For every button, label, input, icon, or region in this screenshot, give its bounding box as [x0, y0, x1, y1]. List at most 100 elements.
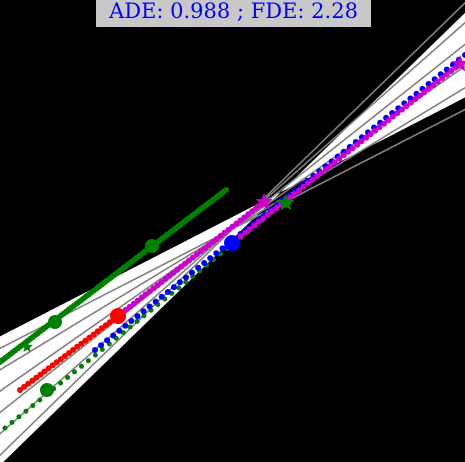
trajectory-point — [223, 187, 229, 193]
trajectory-point — [66, 350, 72, 356]
trajectory-point — [122, 322, 129, 329]
trajectory-point — [176, 279, 183, 286]
trajectory-series-layer — [0, 52, 465, 431]
trajectory-point — [237, 233, 244, 239]
trajectory-point — [106, 319, 113, 326]
trajectory-point — [23, 408, 29, 414]
series-observed-history-2 — [17, 313, 121, 393]
trajectory-point — [296, 187, 303, 194]
trajectory-point — [398, 106, 405, 113]
trajectory-point — [318, 169, 325, 176]
trajectory-point — [269, 208, 276, 215]
trajectory-point — [305, 180, 311, 187]
trajectory-point — [403, 103, 410, 110]
trajectory-point — [70, 346, 77, 353]
series-predicted-future-4 — [115, 199, 267, 319]
trajectory-point — [439, 75, 446, 81]
trajectory-point — [127, 324, 133, 330]
trajectory-point — [110, 332, 117, 339]
trajectory-point — [363, 134, 370, 141]
trajectory-point — [287, 194, 294, 201]
trajectory-point — [116, 327, 123, 334]
trajectory-point — [99, 347, 105, 352]
trajectory-point — [394, 110, 401, 117]
trajectory-point — [189, 269, 195, 276]
trajectory-point — [345, 148, 352, 155]
end-star-marker-0 — [255, 193, 273, 210]
trajectory-point — [170, 284, 177, 291]
trajectory-point — [58, 380, 64, 386]
trajectory-point — [381, 120, 387, 127]
trajectory-point — [462, 52, 465, 58]
trajectory-point — [195, 264, 202, 271]
trajectory-point — [85, 358, 91, 364]
trajectory-point — [201, 260, 208, 266]
trajectory-point — [82, 337, 89, 344]
trajectory-point — [327, 162, 334, 169]
trajectory-point — [273, 204, 280, 211]
trajectory-point — [331, 159, 338, 166]
chart-title: ADE: 0.988 ; FDE: 2.28 — [109, 0, 358, 23]
trajectory-point — [260, 215, 267, 222]
trajectory-point — [372, 127, 379, 134]
chart-title-box: ADE: 0.988 ; FDE: 2.28 — [96, 0, 371, 27]
trajectory-point — [300, 183, 307, 190]
trajectory-point — [49, 362, 56, 369]
trajectory-point — [16, 414, 22, 420]
trajectory-point — [45, 365, 52, 372]
trajectory-point — [94, 328, 101, 335]
trajectory-point — [255, 218, 262, 225]
marker-layer — [21, 55, 465, 397]
trajectory-point — [213, 250, 220, 257]
trajectory-point — [30, 403, 36, 409]
trajectory-point — [367, 131, 374, 138]
trajectory-point — [98, 342, 105, 349]
trajectory-point — [416, 92, 423, 99]
trajectory-point — [385, 117, 392, 124]
trajectory-point — [443, 71, 450, 78]
trajectory-point — [104, 337, 111, 344]
trajectory-point — [242, 229, 249, 236]
trajectory-point — [33, 374, 40, 381]
trajectory-point — [358, 138, 365, 145]
trajectory-point — [65, 375, 71, 380]
trajectory-point — [61, 353, 68, 360]
trajectory-point — [322, 166, 329, 173]
trajectory-point — [354, 141, 361, 148]
trajectory-point — [407, 99, 414, 106]
end-star-marker-1 — [277, 194, 295, 211]
trajectory-point — [340, 152, 347, 159]
trajectory-point — [309, 176, 316, 183]
trajectory-point — [425, 85, 432, 92]
start-marker-1 — [48, 315, 62, 329]
trajectory-point — [246, 226, 253, 232]
trajectory-point — [152, 298, 159, 305]
trajectory-point — [158, 293, 165, 300]
trajectory-point — [141, 313, 147, 319]
start-marker-3 — [110, 308, 126, 324]
trajectory-point — [21, 383, 28, 390]
trajectory-point — [207, 255, 214, 262]
trajectory-point — [86, 334, 93, 341]
trajectory-point — [291, 190, 298, 197]
trajectory-point — [25, 380, 32, 387]
trajectory-point — [349, 145, 356, 152]
trajectory-point — [98, 325, 105, 332]
trajectory-point — [2, 425, 8, 431]
trajectory-point — [74, 343, 81, 350]
trajectory-point — [183, 274, 189, 281]
trajectory-point — [17, 387, 23, 393]
trajectory-point — [389, 113, 396, 120]
trajectory-point — [425, 81, 432, 87]
trajectory-point — [90, 331, 97, 338]
trajectory-point — [264, 211, 271, 218]
trajectory-point — [219, 245, 226, 252]
trajectory-point — [41, 368, 48, 375]
trajectory-point — [37, 371, 44, 378]
series-ground-truth-future-3 — [92, 52, 465, 353]
trajectory-point — [183, 279, 189, 285]
trajectory-point — [146, 303, 153, 310]
trajectory-point — [412, 96, 419, 103]
trajectory-point — [376, 124, 383, 131]
series-predicted-future-5 — [229, 61, 463, 246]
